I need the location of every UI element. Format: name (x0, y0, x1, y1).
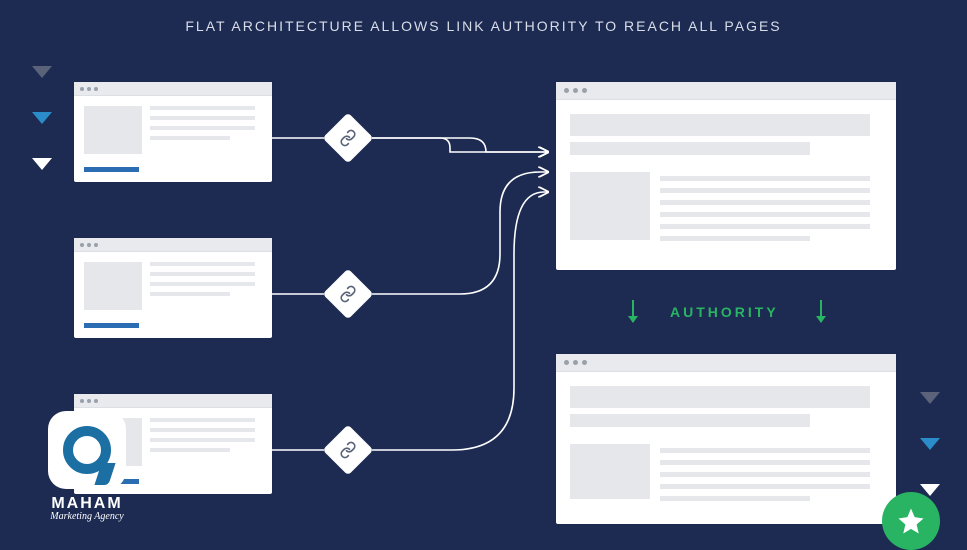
window-bar (74, 238, 272, 252)
right-tri-2 (920, 438, 940, 450)
link-icon (323, 425, 374, 476)
text-line (660, 212, 870, 217)
text-line (150, 418, 255, 422)
text-line (150, 438, 255, 442)
text-line (150, 136, 230, 140)
authority-arrow-left (632, 300, 634, 322)
text-line (150, 126, 255, 130)
left-tri-2 (32, 112, 52, 124)
window-bar (556, 354, 896, 372)
target-page-secondary (556, 354, 896, 524)
text-line (660, 188, 870, 193)
source-page-2 (74, 238, 272, 338)
left-tri-1 (32, 66, 52, 78)
accent-bar (84, 167, 139, 172)
text-line (660, 472, 870, 477)
source-page-1 (74, 82, 272, 182)
window-bar (556, 82, 896, 100)
text-line (660, 448, 870, 453)
window-bar (74, 394, 272, 408)
text-line (150, 272, 255, 276)
thumb (570, 172, 650, 240)
text-line (150, 116, 255, 120)
logo-tagline: Marketing Agency (22, 511, 152, 522)
link-icon (323, 269, 374, 320)
text-line (150, 292, 230, 296)
text-line (150, 428, 255, 432)
thumb (84, 106, 142, 154)
text-line (150, 262, 255, 266)
text-line (660, 460, 870, 465)
target-page-main (556, 82, 896, 270)
subheader-block (570, 414, 810, 427)
logo-mark (48, 411, 126, 489)
subheader-block (570, 142, 810, 155)
header-block (570, 114, 870, 136)
text-line (150, 106, 255, 110)
text-line (150, 282, 255, 286)
text-line (660, 200, 870, 205)
page-title: FLAT ARCHITECTURE ALLOWS LINK AUTHORITY … (0, 18, 967, 34)
text-line (660, 236, 810, 241)
link-icon (323, 113, 374, 164)
brand-logo: MAHAM Marketing Agency (22, 411, 152, 522)
text-line (660, 496, 810, 501)
thumb (570, 444, 650, 499)
star-badge-icon (882, 492, 940, 550)
window-bar (74, 82, 272, 96)
header-block (570, 386, 870, 408)
text-line (660, 176, 870, 181)
left-tri-3 (32, 158, 52, 170)
accent-bar (84, 323, 139, 328)
authority-arrow-right (820, 300, 822, 322)
text-line (660, 484, 870, 489)
thumb (84, 262, 142, 310)
text-line (150, 448, 230, 452)
authority-label: AUTHORITY (670, 304, 779, 320)
text-line (660, 224, 870, 229)
right-tri-1 (920, 392, 940, 404)
